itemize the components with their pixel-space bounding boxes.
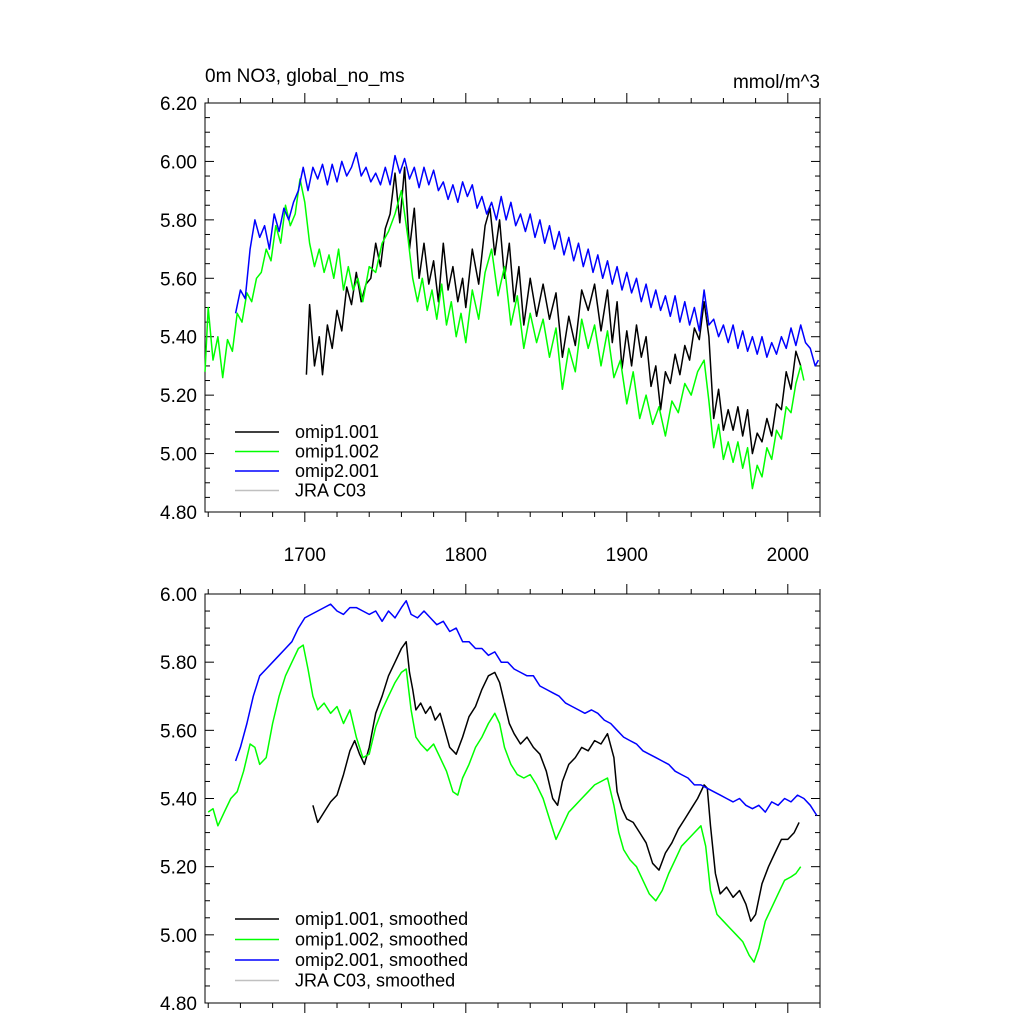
y-tick-label: 4.80 <box>160 994 197 1015</box>
top-chart-title: 0m NO3, global_no_ms <box>205 66 405 87</box>
legend-label: omip1.001, smoothed <box>295 909 468 929</box>
bottom-series-lines <box>207 600 818 963</box>
legend-label: JRA C03, smoothed <box>295 971 455 991</box>
y-tick-label: 5.40 <box>160 790 197 811</box>
series-line-omip1-001 <box>305 166 802 455</box>
top-panel: 0m NO3, global_no_ms mmol/m^3 4.80 5.00 5.… <box>160 66 821 566</box>
y-tick-label: 5.80 <box>160 211 197 232</box>
y-tick-label: 4.80 <box>160 503 197 524</box>
bottom-panel: 4.80 5.00 5.20 5.40 5.60 5.80 6.00 omip1.001, … <box>160 584 821 1015</box>
y-tick-label: 6.00 <box>160 152 197 173</box>
bottom-axes: 4.80 5.00 5.20 5.40 5.60 5.80 6.00 <box>160 584 821 1015</box>
series-line-omip1-002-smoothed <box>207 644 802 963</box>
top-axes: 4.80 5.00 5.20 5.40 5.60 5.80 6.00 6.20 1700 1800… <box>160 93 821 566</box>
y-tick-label: 5.60 <box>160 721 197 742</box>
y-tick-label: 5.00 <box>160 445 197 466</box>
legend-label: JRA C03 <box>295 481 366 501</box>
top-chart-units: mmol/m^3 <box>733 72 820 93</box>
legend-label: omip2.001, smoothed <box>295 950 468 970</box>
y-tick-label: 5.60 <box>160 269 197 290</box>
series-line-omip2-001-smoothed <box>234 600 818 816</box>
y-tick-label: 5.40 <box>160 328 197 349</box>
x-tick-label: 1900 <box>606 545 648 566</box>
y-tick-label: 5.20 <box>160 858 197 879</box>
y-tick-label: 5.00 <box>160 926 197 947</box>
top-series-lines <box>204 151 820 490</box>
y-tick-label: 5.80 <box>160 653 197 674</box>
y-tick-label: 6.20 <box>160 94 197 115</box>
legend-label: omip1.002 <box>295 442 379 462</box>
legend-label: omip1.002, smoothed <box>295 930 468 950</box>
x-tick-label: 1800 <box>445 545 487 566</box>
legend-label: omip1.001 <box>295 422 379 442</box>
series-line-omip1-001-smoothed <box>312 640 800 922</box>
series-line-omip1-002 <box>204 178 805 490</box>
series-line-omip2-001 <box>234 151 820 367</box>
x-tick-label: 2000 <box>767 545 809 566</box>
x-tick-label: 1700 <box>284 545 326 566</box>
y-tick-label: 6.00 <box>160 585 197 606</box>
y-tick-label: 5.20 <box>160 386 197 407</box>
legend-label: omip2.001 <box>295 461 379 481</box>
